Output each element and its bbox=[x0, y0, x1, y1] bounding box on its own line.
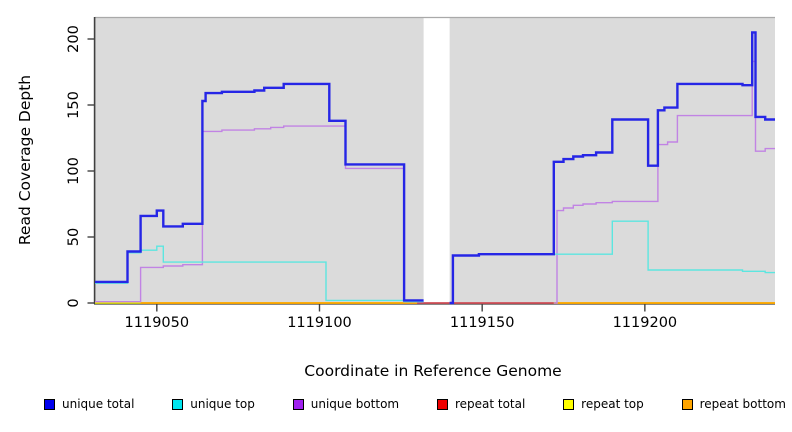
legend-swatch-repeat-bottom bbox=[681, 398, 693, 410]
legend-item-repeat-bottom: repeat bottom bbox=[681, 397, 786, 411]
x-axis-title: Coordinate in Reference Genome bbox=[304, 362, 561, 380]
x-tick-label: 1119200 bbox=[613, 315, 678, 331]
legend-item-unique-total: unique total bbox=[44, 397, 134, 411]
series-line-unique-top bbox=[95, 245, 424, 303]
legend-label: unique top bbox=[190, 397, 255, 411]
legend-swatch-repeat-top bbox=[563, 398, 575, 410]
legend-label: repeat total bbox=[454, 397, 526, 411]
y-axis-title: Read Coverage Depth bbox=[16, 75, 34, 245]
legend-swatch-unique-total bbox=[44, 398, 55, 410]
legend-item-repeat-top: repeat top bbox=[563, 397, 644, 411]
series-line-unique-total bbox=[449, 31, 775, 305]
legend-item-repeat-total: repeat total bbox=[436, 397, 526, 411]
y-tick-label: 0 bbox=[66, 298, 82, 307]
y-tick-label: 50 bbox=[66, 228, 82, 246]
y-tick-label: 200 bbox=[66, 25, 82, 53]
no-data-gap-band bbox=[423, 18, 450, 304]
legend-label: repeat bottom bbox=[699, 397, 786, 411]
series-line-unique-total bbox=[95, 82, 424, 302]
ticks-layer: 1119050 1119100 1119150 1119200 0 50 100 150 200 bbox=[66, 25, 677, 331]
legend-label: unique bottom bbox=[310, 397, 400, 411]
y-tick-label: 150 bbox=[66, 91, 82, 119]
legend-item-unique-top: unique top bbox=[172, 397, 255, 411]
legend-swatch-unique-top bbox=[172, 398, 184, 410]
chart-legend: unique total unique top unique bottom repea… bbox=[44, 397, 786, 411]
x-tick-label: 1119050 bbox=[125, 315, 190, 331]
legend-item-unique-bottom: unique bottom bbox=[292, 397, 400, 411]
x-tick-label: 1119150 bbox=[450, 315, 515, 331]
legend-swatch-repeat-total bbox=[436, 398, 448, 410]
legend-swatch-unique-bottom bbox=[292, 398, 304, 410]
x-tick-label: 1119100 bbox=[287, 315, 352, 331]
legend-label: repeat top bbox=[581, 397, 644, 411]
legend-label: unique total bbox=[62, 397, 135, 411]
y-tick-label: 100 bbox=[66, 157, 82, 185]
series-layer bbox=[95, 31, 775, 305]
